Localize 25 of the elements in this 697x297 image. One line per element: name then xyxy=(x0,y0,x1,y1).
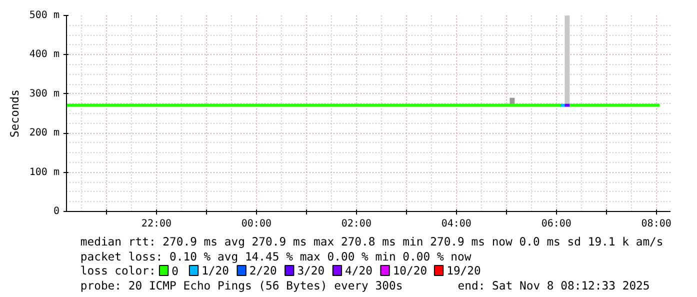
legend-label: 2/20 xyxy=(249,264,277,278)
x-tick-label: 04:00 xyxy=(441,218,472,230)
legend-label: 19/20 xyxy=(446,264,482,278)
y-tick-label: 100 m xyxy=(29,166,60,178)
legend-label: 0 xyxy=(172,264,179,278)
legend-label: 1/20 xyxy=(202,264,230,278)
legend-label: 4/20 xyxy=(345,264,373,278)
y-tick-label: 500 m xyxy=(29,10,60,21)
y-tick-label: 0 xyxy=(53,206,60,217)
text: end: Sat Nov 8 08:12:33 2025 xyxy=(458,278,650,292)
text: probe: 20 ICMP Echo Pings (56 Bytes) every 300s xyxy=(80,278,403,292)
y-tick-label: 200 m xyxy=(29,128,60,139)
text: median rtt: 270.9 ms avg 270.9 ms max 270.8 ms min 270.9 ms now 0.0 ms sd 19.1 k am/s xyxy=(80,234,664,248)
x-tick-label: 08:00 xyxy=(641,218,672,230)
x-tick-label: 00:00 xyxy=(241,218,272,230)
x-tick-label: 02:00 xyxy=(341,218,372,230)
legend-title: loss color: xyxy=(80,264,156,278)
y-tick-label: 400 m xyxy=(29,49,60,60)
y-axis-title: Seconds xyxy=(7,89,22,138)
x-tick-label: 06:00 xyxy=(541,218,572,230)
text: packet loss: 0.10 % avg 14.45 % max 0.00 % min 0.00 % now xyxy=(80,250,472,264)
legend-label: 10/20 xyxy=(392,264,428,278)
x-tick-label: 22:00 xyxy=(141,218,172,230)
y-tick-label: 300 m xyxy=(29,88,60,100)
legend-label: 3/20 xyxy=(297,264,325,278)
